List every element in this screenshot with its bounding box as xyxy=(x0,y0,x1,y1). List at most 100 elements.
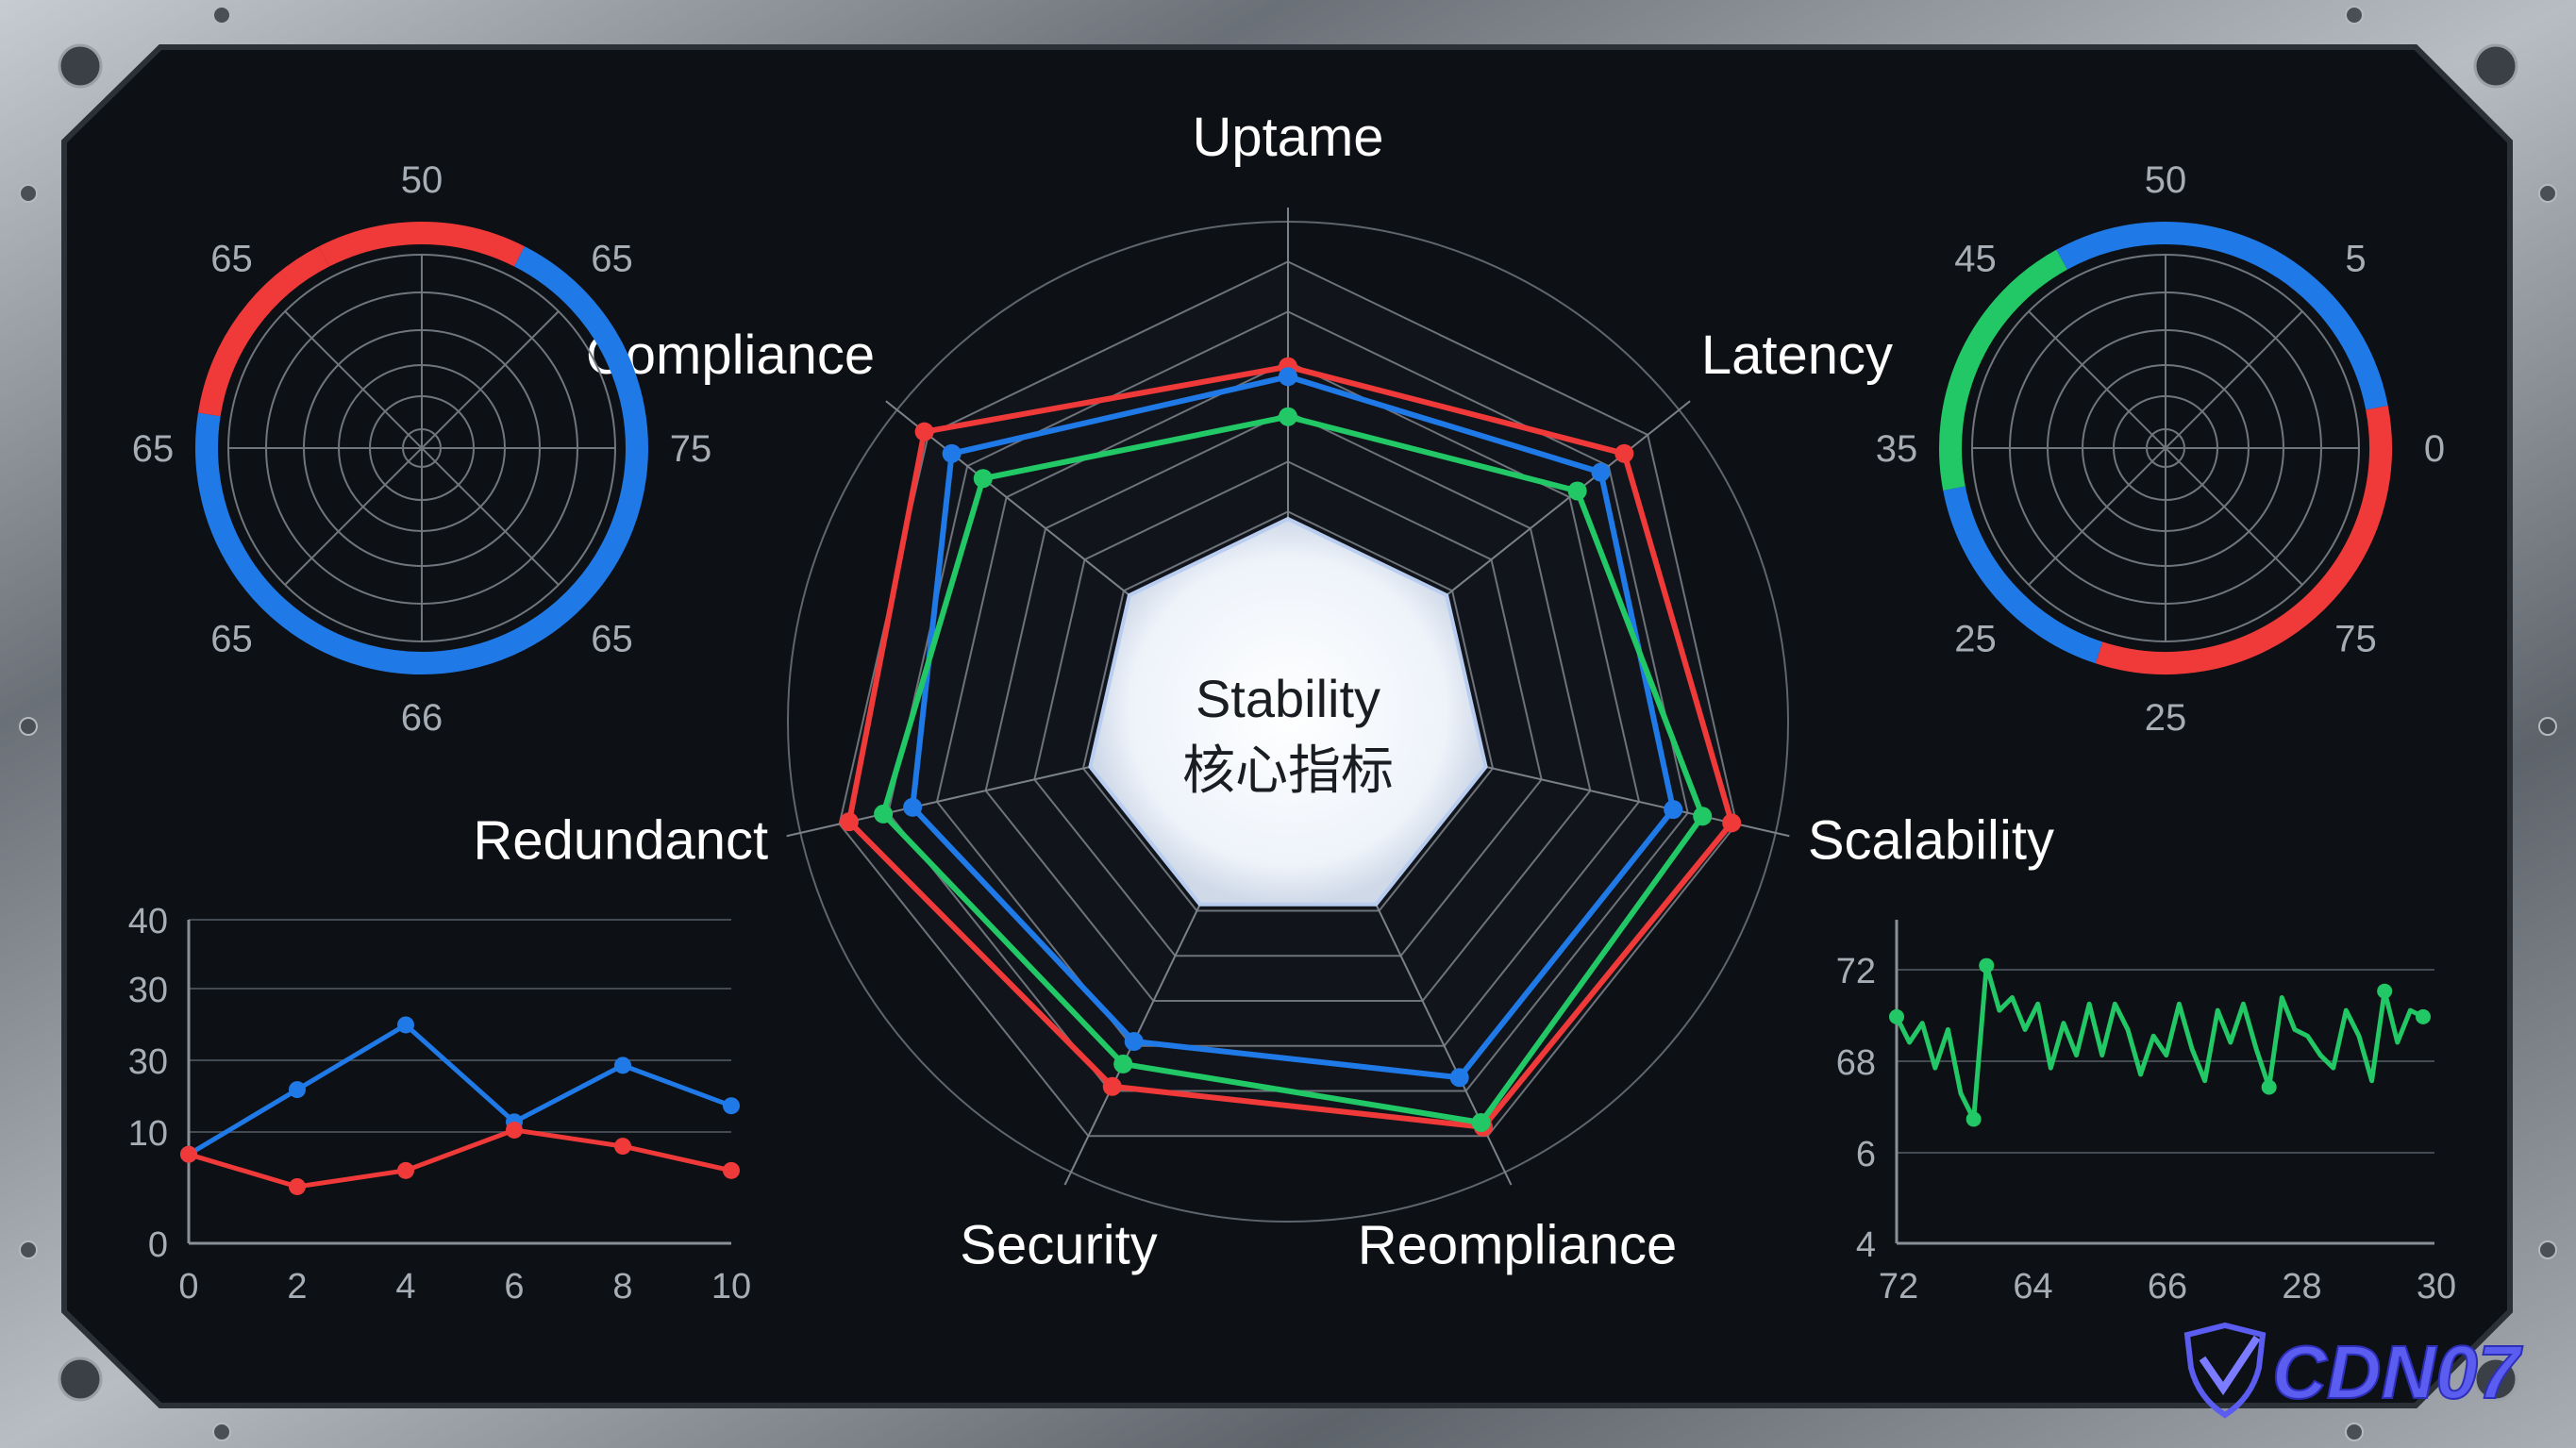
ring-segment xyxy=(195,246,648,674)
radar-axis-labels: Uptame Latency Scalability Reompliance Secur… xyxy=(473,107,2054,1276)
series-point xyxy=(506,1121,523,1139)
radar-ring xyxy=(935,360,1641,1047)
radar-axis-label: Scalability xyxy=(1808,810,2054,872)
ring-segment xyxy=(197,246,330,417)
frame-screw xyxy=(19,1240,38,1259)
ring-label: 75 xyxy=(2334,619,2377,660)
series-point xyxy=(2416,1008,2431,1024)
x-tick-label: 2 xyxy=(287,1267,307,1307)
radar-series-line xyxy=(910,374,1677,1081)
ring-label: 25 xyxy=(2145,697,2187,739)
radar-point xyxy=(942,443,962,463)
ring-label: 5 xyxy=(2345,238,2366,279)
radar-axis-label: Redundanct xyxy=(473,810,768,872)
radar-point xyxy=(1279,407,1297,426)
watermark-text: CDN07 xyxy=(2272,1330,2523,1414)
series-point xyxy=(180,1145,197,1163)
radar-point xyxy=(1722,813,1742,833)
radar-ring xyxy=(984,410,1592,1003)
series-point xyxy=(2261,1079,2277,1095)
radar-spoke xyxy=(1446,400,1691,596)
series-point xyxy=(397,1016,414,1034)
series-point xyxy=(289,1177,306,1195)
radar-ring xyxy=(1033,460,1543,957)
series-point xyxy=(723,1097,740,1115)
x-tick-label: 72 xyxy=(1879,1267,1918,1307)
right-ring-grid xyxy=(1971,254,2360,642)
left-ring-grid xyxy=(227,254,616,642)
radar-series xyxy=(839,357,1742,1137)
radar-point xyxy=(1664,800,1683,820)
radar-point xyxy=(1693,807,1713,826)
ring-segment xyxy=(319,222,525,267)
core-subtitle: 核心指标 xyxy=(1182,741,1394,802)
series-line xyxy=(1894,963,2425,1122)
radar-series-line xyxy=(845,363,1735,1130)
x-tick-label: 66 xyxy=(2148,1267,2187,1307)
frame-bolt xyxy=(58,1356,103,1402)
series-point xyxy=(289,1081,306,1099)
frame-screw xyxy=(2538,184,2557,203)
ring-segment xyxy=(2056,222,2166,270)
x-tick-label: 6 xyxy=(504,1267,524,1307)
frame-screw xyxy=(212,6,231,25)
radar-point xyxy=(903,797,923,817)
radar-axis-label: Uptame xyxy=(1192,107,1383,168)
frame-bolt xyxy=(2473,43,2518,89)
radar-point xyxy=(1614,443,1634,463)
watermark: CDN07 xyxy=(2183,1322,2524,1419)
x-tick-label: 30 xyxy=(2417,1267,2456,1307)
ring-label: 50 xyxy=(401,159,443,201)
ring-label: 66 xyxy=(401,697,443,739)
radar-point xyxy=(839,812,859,832)
y-tick-label: 72 xyxy=(1836,952,1876,991)
radar-point xyxy=(1124,1032,1144,1052)
x-tick-label: 64 xyxy=(2013,1267,2052,1307)
ring-label: 45 xyxy=(1954,238,1997,279)
ring-label: 0 xyxy=(2424,428,2445,470)
series-point xyxy=(614,1138,631,1156)
radar-ring xyxy=(1081,510,1495,912)
ring-label: 65 xyxy=(210,619,253,660)
x-tick-label: 0 xyxy=(178,1267,198,1307)
ring-label: 75 xyxy=(670,428,712,470)
right-ring-segments xyxy=(1939,222,2392,674)
series-line xyxy=(187,1022,732,1157)
radar-point xyxy=(1471,1112,1491,1132)
series-line xyxy=(188,1127,732,1190)
radar-point xyxy=(1113,1054,1133,1074)
radar-axis-label: Security xyxy=(960,1215,1158,1276)
ring-label: 50 xyxy=(2145,159,2187,201)
frame-bolt xyxy=(2473,1356,2518,1402)
ring-label: 65 xyxy=(132,428,175,470)
y-tick-label: 6 xyxy=(1856,1135,1876,1174)
ring-label: 65 xyxy=(210,238,253,279)
frame-bolt xyxy=(58,43,103,89)
y-tick-label: 30 xyxy=(128,1042,168,1082)
ring-segment xyxy=(2095,406,2392,674)
ring-label: 65 xyxy=(591,238,633,279)
radar-point xyxy=(973,469,993,489)
y-tick-label: 4 xyxy=(1856,1225,1876,1265)
radar-point xyxy=(1449,1068,1469,1088)
frame-screw xyxy=(19,717,38,736)
radar-axis-label: Reompliance xyxy=(1358,1215,1678,1276)
y-tick-label: 40 xyxy=(128,902,168,941)
radar-spoke xyxy=(1375,904,1513,1186)
radar-point xyxy=(914,422,934,441)
frame-screw xyxy=(2538,1240,2557,1259)
x-tick-label: 10 xyxy=(711,1267,751,1307)
radar-point xyxy=(1591,462,1611,482)
frame-screw xyxy=(19,184,38,203)
series-point xyxy=(1889,1008,1904,1024)
radar-point xyxy=(1102,1076,1122,1096)
frame-screw xyxy=(2345,6,2364,25)
y-tick-label: 0 xyxy=(148,1225,168,1265)
ring-label: 25 xyxy=(1954,619,1997,660)
series-point xyxy=(1979,957,1995,974)
core-title: Stability xyxy=(1196,669,1380,728)
frame-screw xyxy=(212,1423,231,1441)
series-point xyxy=(397,1161,414,1179)
series-point xyxy=(1965,1111,1982,1127)
